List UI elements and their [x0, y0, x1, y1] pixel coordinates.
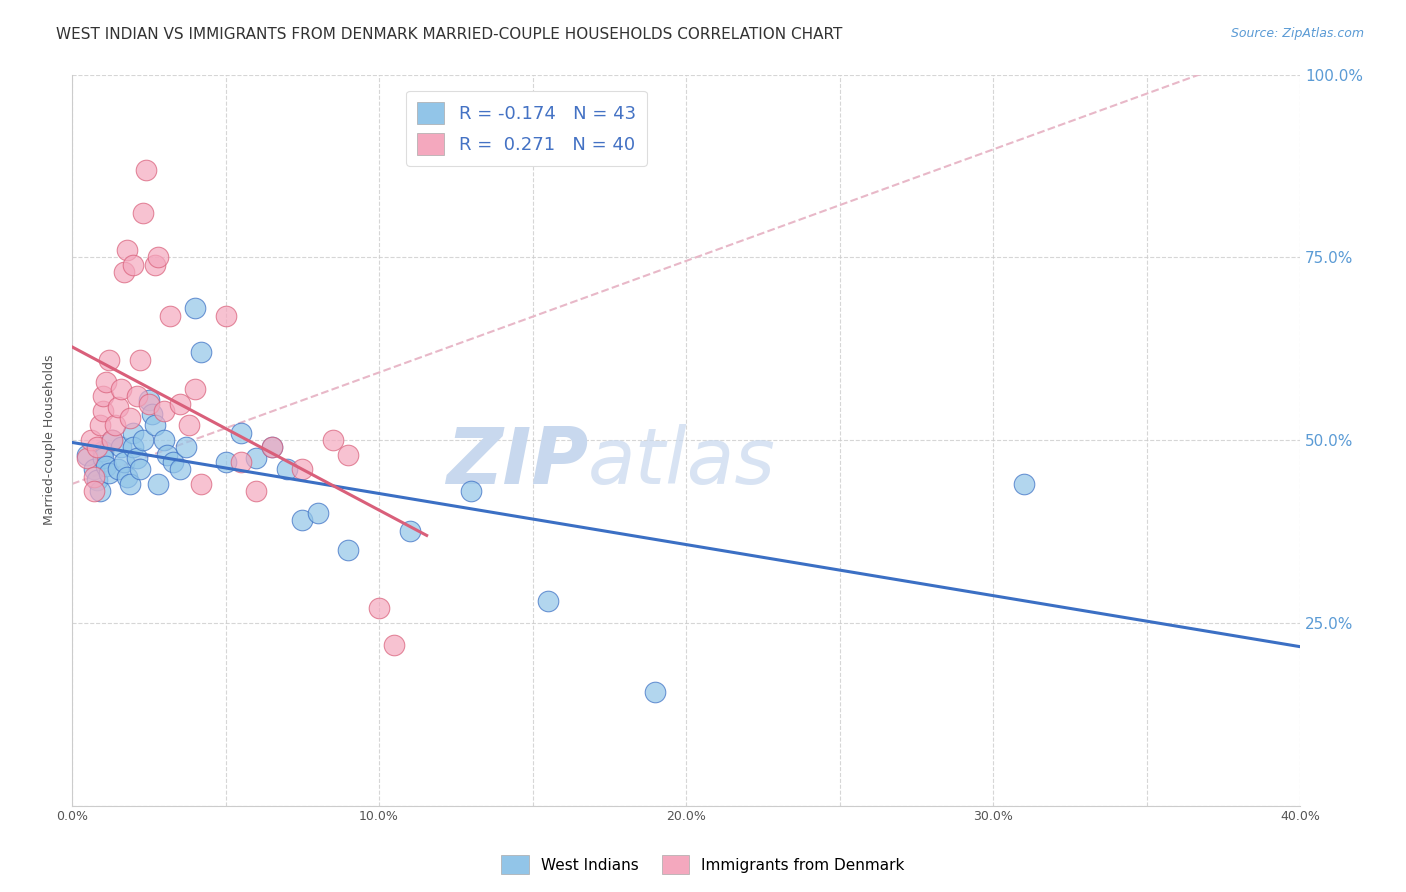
Point: [153, 433, 176, 447]
Point: [153, 404, 176, 418]
Point: [146, 250, 169, 264]
Point: [214, 455, 236, 469]
Point: [91, 451, 114, 466]
Point: [97, 466, 120, 480]
Point: [159, 309, 181, 323]
Point: [76, 448, 98, 462]
Point: [337, 448, 360, 462]
Point: [112, 265, 135, 279]
Point: [143, 418, 166, 433]
Text: WEST INDIAN VS IMMIGRANTS FROM DENMARK MARRIED-COUPLE HOUSEHOLDS CORRELATION CHA: WEST INDIAN VS IMMIGRANTS FROM DENMARK M…: [56, 27, 842, 42]
Text: Source: ZipAtlas.com: Source: ZipAtlas.com: [1230, 27, 1364, 40]
Point: [146, 477, 169, 491]
Point: [169, 462, 191, 476]
Point: [86, 473, 108, 487]
Point: [89, 484, 111, 499]
Point: [110, 441, 132, 455]
Point: [125, 451, 148, 466]
Point: [384, 638, 406, 652]
Point: [169, 396, 191, 410]
Point: [291, 462, 314, 476]
Point: [97, 352, 120, 367]
Point: [337, 542, 360, 557]
Point: [76, 451, 98, 466]
Point: [117, 243, 139, 257]
Point: [83, 462, 105, 476]
Point: [120, 477, 142, 491]
Point: [94, 458, 117, 473]
Point: [122, 425, 145, 440]
Point: [122, 441, 145, 455]
Point: [322, 433, 344, 447]
Point: [91, 389, 114, 403]
Point: [79, 433, 101, 447]
Point: [128, 462, 150, 476]
Point: [260, 441, 283, 455]
Point: [101, 433, 124, 447]
Point: [110, 382, 132, 396]
Point: [1012, 477, 1035, 491]
Point: [398, 524, 420, 539]
Point: [143, 258, 166, 272]
Point: [104, 418, 127, 433]
Point: [307, 506, 329, 520]
Point: [368, 601, 391, 615]
Point: [260, 441, 283, 455]
Point: [89, 418, 111, 433]
Point: [138, 392, 160, 407]
Point: [156, 448, 179, 462]
Point: [177, 418, 200, 433]
Point: [101, 433, 124, 447]
Point: [112, 455, 135, 469]
Point: [128, 352, 150, 367]
Point: [184, 301, 207, 316]
Point: [131, 206, 153, 220]
Point: [122, 258, 145, 272]
Point: [245, 451, 267, 466]
Point: [91, 404, 114, 418]
Point: [276, 462, 298, 476]
Point: [94, 375, 117, 389]
Point: [135, 162, 157, 177]
Point: [91, 444, 114, 458]
Point: [107, 462, 129, 476]
Point: [86, 441, 108, 455]
Point: [174, 441, 197, 455]
Point: [537, 594, 560, 608]
Text: ZIP: ZIP: [446, 424, 588, 500]
Point: [120, 411, 142, 425]
Point: [117, 469, 139, 483]
Legend: West Indians, Immigrants from Denmark: West Indians, Immigrants from Denmark: [495, 849, 911, 880]
Point: [214, 309, 236, 323]
Point: [141, 408, 163, 422]
Point: [138, 396, 160, 410]
Point: [162, 455, 184, 469]
Point: [184, 382, 207, 396]
Point: [229, 425, 252, 440]
Point: [125, 389, 148, 403]
Point: [190, 477, 212, 491]
Text: atlas: atlas: [588, 424, 776, 500]
Point: [644, 685, 666, 699]
Point: [83, 469, 105, 483]
Y-axis label: Married-couple Households: Married-couple Households: [44, 355, 56, 525]
Point: [131, 433, 153, 447]
Point: [190, 345, 212, 359]
Point: [83, 484, 105, 499]
Legend: R = -0.174   N = 43, R =  0.271   N = 40: R = -0.174 N = 43, R = 0.271 N = 40: [406, 91, 647, 166]
Point: [107, 400, 129, 414]
Point: [291, 514, 314, 528]
Point: [460, 484, 482, 499]
Point: [229, 455, 252, 469]
Point: [245, 484, 267, 499]
